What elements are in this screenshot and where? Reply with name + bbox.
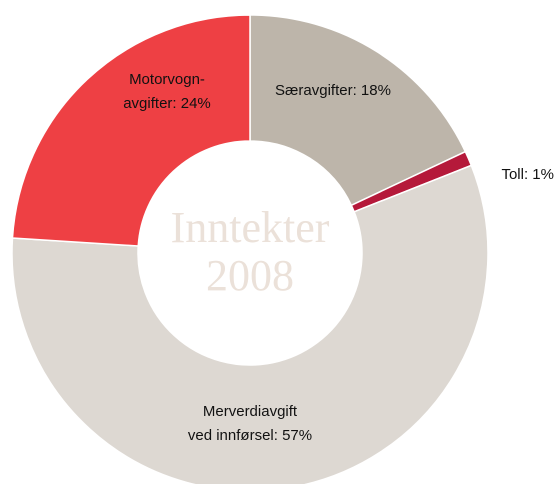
donut-segment [11,164,489,484]
donut-segment [11,14,251,247]
segment-label: Toll: 1% [501,166,554,183]
segment-label: Særavgifter: 18% [275,82,391,99]
segment-label: avgifter: 24% [123,95,211,112]
segment-label: Merverdiavgift [203,403,298,420]
donut-segment [249,14,467,207]
center-text: 2008 [206,251,294,300]
center-text: Inntekter [171,203,330,252]
segment-label: ved innførsel: 57% [188,427,312,444]
segment-label: Motorvogn- [129,71,205,88]
